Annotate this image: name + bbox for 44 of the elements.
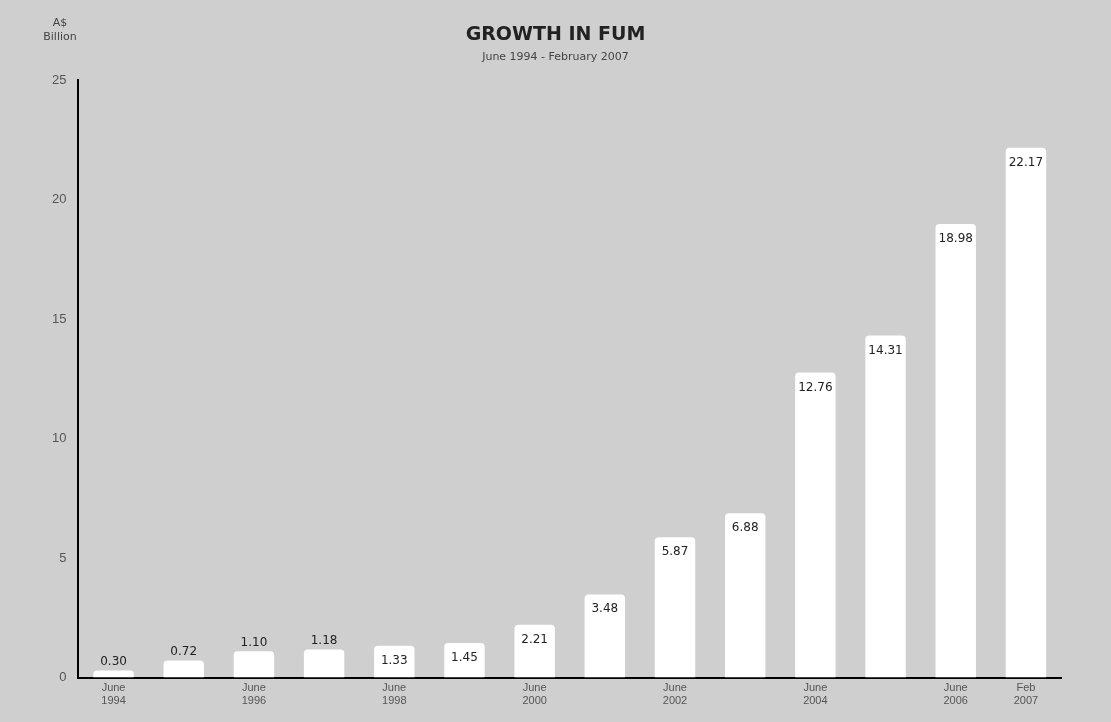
data-label: 14.31	[868, 342, 903, 357]
bar	[795, 372, 836, 678]
data-label: 12.76	[798, 379, 833, 394]
x-tick-label: June 2004	[803, 681, 828, 707]
bar	[1005, 147, 1047, 678]
bar	[233, 651, 275, 678]
bar	[724, 513, 766, 678]
x-tick-label: June 2000	[522, 681, 547, 707]
bar	[865, 335, 906, 678]
x-tick-label: June 1994	[101, 681, 126, 707]
bar	[444, 642, 485, 678]
x-tick-label: June 2002	[662, 681, 688, 707]
y-axis-title: A$ Billion	[42, 16, 78, 44]
bar	[935, 223, 976, 678]
x-tick-label: Feb 2007	[1013, 681, 1039, 707]
data-label: 5.87	[661, 544, 689, 559]
bar	[303, 649, 345, 678]
y-tick-label: 5	[59, 549, 67, 565]
data-label: 18.98	[938, 230, 973, 245]
x-tick-label: June 2006	[943, 681, 968, 707]
data-label: 1.45	[451, 649, 478, 664]
bar	[163, 660, 204, 678]
x-tick-label: June 1996	[241, 681, 267, 707]
data-label: 6.88	[731, 520, 759, 535]
data-label: 1.10	[240, 635, 268, 650]
chart-subtitle: June 1994 - February 2007	[480, 50, 630, 63]
y-tick-label: 15	[51, 310, 67, 326]
y-tick-label: 0	[59, 669, 67, 685]
bar	[93, 670, 134, 678]
data-label: 1.18	[310, 633, 338, 648]
bar	[584, 594, 626, 678]
data-label: 0.30	[100, 654, 127, 669]
bar	[654, 537, 696, 678]
y-tick-label: 25	[51, 71, 67, 87]
bar	[514, 624, 555, 678]
x-tick-label: June 1998	[382, 681, 407, 707]
data-label: 22.17	[1008, 154, 1044, 169]
data-label: 1.33	[380, 652, 408, 667]
y-tick-label: 10	[51, 430, 67, 446]
y-tick-label: 20	[51, 191, 67, 207]
data-label: 3.48	[591, 601, 619, 616]
data-label: 2.21	[521, 631, 548, 646]
data-label: 0.72	[170, 644, 198, 659]
chart-title: GROWTH IN FUM	[465, 22, 646, 44]
